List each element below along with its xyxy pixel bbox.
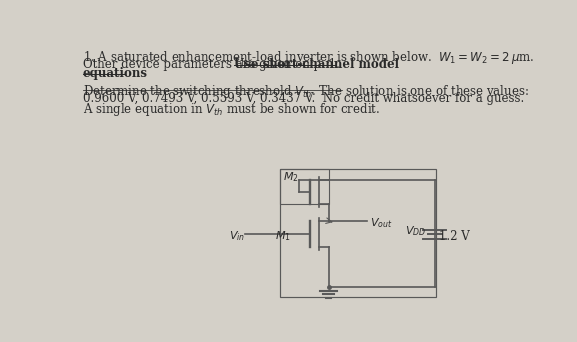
Text: equations: equations xyxy=(83,67,148,80)
Text: 0.9600 V, 0.7493 V, 0.5593 V, 0.3437 V.  No credit whatsoever for a guess.: 0.9600 V, 0.7493 V, 0.5593 V, 0.3437 V. … xyxy=(83,92,524,105)
Text: 1.2 V: 1.2 V xyxy=(440,230,470,243)
Text: $V_{in}$: $V_{in}$ xyxy=(230,230,246,244)
Text: Determine the switching threshold $V_{th}$. The solution is one of these values:: Determine the switching threshold $V_{th… xyxy=(83,83,529,100)
Text: $M_1$: $M_1$ xyxy=(275,229,291,243)
Text: $M_2$: $M_2$ xyxy=(283,170,299,184)
Text: $V_{out}$: $V_{out}$ xyxy=(370,216,392,231)
Text: Use short-channel model: Use short-channel model xyxy=(234,58,399,71)
Text: 1. A saturated enhancement-load inverter is shown below.  $W_1 = W_2 = 2\,\mu$m.: 1. A saturated enhancement-load inverter… xyxy=(83,49,534,66)
Text: A single equation in $V_{th}$ must be shown for credit.: A single equation in $V_{th}$ must be sh… xyxy=(83,101,380,118)
Text: Other device parameters are given on p. 1.: Other device parameters are given on p. … xyxy=(83,58,347,71)
Text: $V_{DD}$: $V_{DD}$ xyxy=(406,224,426,238)
